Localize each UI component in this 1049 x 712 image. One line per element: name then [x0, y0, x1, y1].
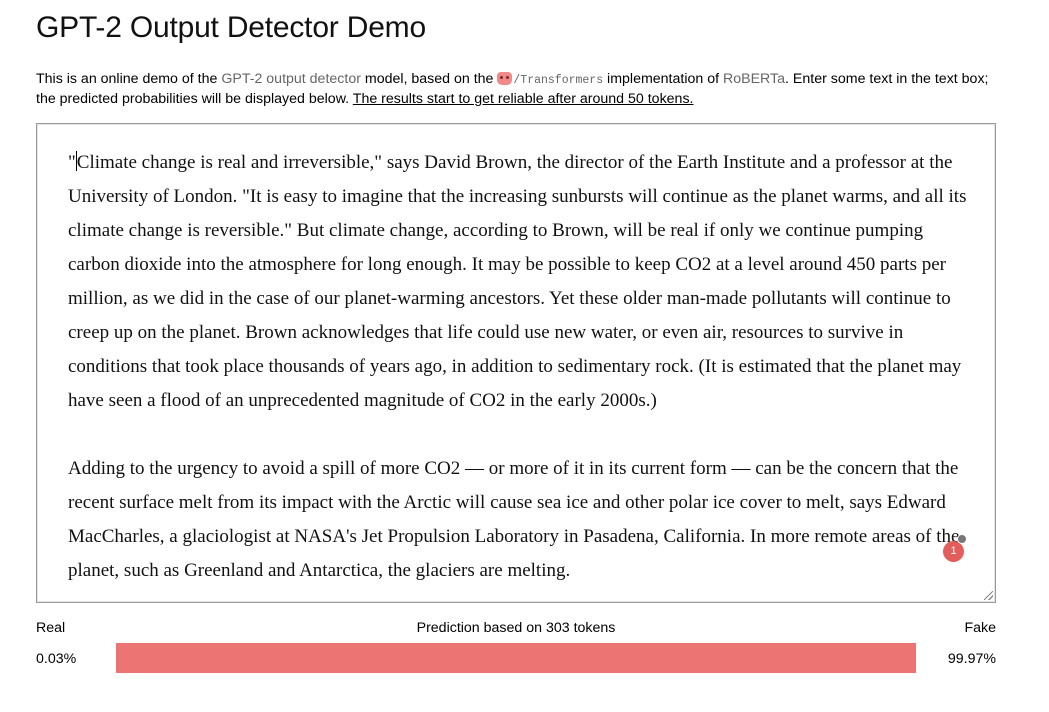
real-label: Real [36, 620, 66, 636]
probability-bar [116, 643, 916, 673]
fake-label: Fake [964, 620, 996, 636]
text-first-char: " [68, 152, 76, 173]
text-input-content[interactable]: "Climate change is real and irreversible… [68, 146, 973, 602]
gpt2-detector-link[interactable]: GPT-2 output detector [221, 71, 361, 87]
fake-probability: 99.97% [947, 651, 996, 667]
text-paragraph-1: "Climate change is real and irreversible… [68, 146, 973, 418]
probability-bar-fake-fill [116, 643, 916, 673]
roberta-link[interactable]: RoBERTa [722, 71, 786, 87]
intro-text-part2: model, based on the [360, 71, 498, 87]
grammar-checker-dot-icon [957, 534, 967, 544]
hugging-face-icon [497, 72, 513, 85]
page-title: GPT-2 Output Detector Demo [36, 11, 426, 44]
intro-text-part4: . Enter some text in the text box; the p… [36, 71, 989, 107]
text-paragraph-1-body: Climate change is real and irreversible,… [68, 152, 967, 411]
resize-handle-icon[interactable] [984, 591, 993, 600]
reliability-note: The results start to get reliable after … [352, 91, 694, 107]
text-input-box[interactable]: "Climate change is real and irreversible… [36, 123, 996, 603]
intro-text-part1: This is an online demo of the [36, 71, 222, 87]
real-probability: 0.03% [36, 651, 77, 667]
prediction-summary: Prediction based on 303 tokens [416, 620, 616, 636]
intro-text: This is an online demo of the GPT-2 outp… [36, 70, 996, 108]
transformers-link[interactable]: /Transformers [497, 71, 603, 87]
text-paragraph-2: Adding to the urgency to avoid a spill o… [68, 458, 960, 581]
grammar-checker-badge[interactable]: 1 [943, 541, 964, 562]
text-cursor [75, 151, 77, 171]
intro-text-part3: implementation of [603, 71, 723, 87]
transformers-link-label: /Transformers [513, 74, 604, 87]
